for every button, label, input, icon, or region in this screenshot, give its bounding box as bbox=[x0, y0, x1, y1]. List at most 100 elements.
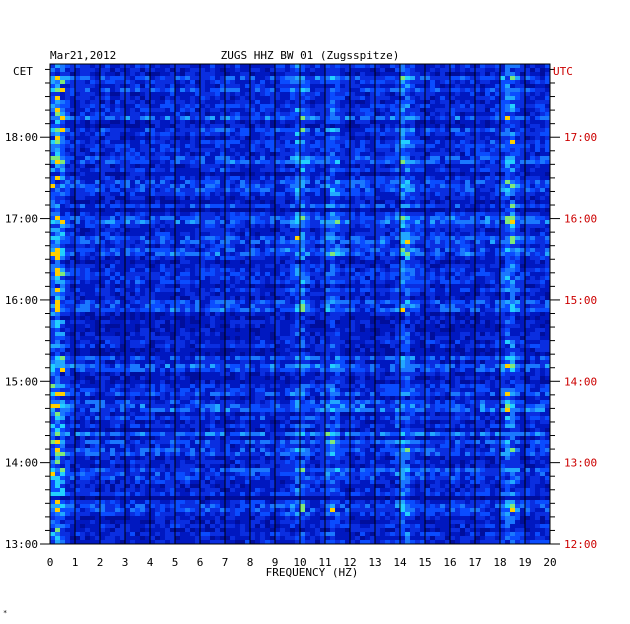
heatmap-cell bbox=[70, 228, 76, 233]
heatmap-cell bbox=[130, 112, 136, 117]
heatmap-cell bbox=[185, 156, 191, 161]
heatmap-cell bbox=[370, 228, 376, 233]
heatmap-cell bbox=[265, 172, 271, 177]
heatmap-cell bbox=[360, 144, 366, 149]
heatmap-cell bbox=[85, 228, 91, 233]
heatmap-cell bbox=[435, 80, 441, 85]
heatmap-cell bbox=[85, 92, 91, 97]
heatmap-cell bbox=[75, 108, 81, 113]
heatmap-cell bbox=[130, 228, 136, 233]
heatmap-cell bbox=[190, 188, 196, 193]
heatmap-cell bbox=[230, 172, 236, 177]
heatmap-cell bbox=[430, 88, 436, 93]
heatmap-cell bbox=[345, 244, 351, 249]
heatmap-cell bbox=[215, 176, 221, 181]
heatmap-cell bbox=[405, 232, 411, 237]
heatmap-cell bbox=[90, 216, 96, 221]
heatmap-cell bbox=[240, 260, 246, 265]
heatmap-cell bbox=[280, 184, 286, 189]
heatmap-cell bbox=[395, 80, 401, 85]
heatmap-cell bbox=[290, 108, 296, 113]
heatmap-cell bbox=[230, 64, 236, 69]
heatmap-cell bbox=[500, 256, 506, 261]
heatmap-cell bbox=[345, 176, 351, 181]
heatmap-cell bbox=[355, 252, 361, 257]
heatmap-cell bbox=[75, 228, 81, 233]
heatmap-cell bbox=[250, 140, 256, 145]
heatmap-cell bbox=[145, 116, 151, 121]
heatmap-cell bbox=[505, 188, 511, 193]
heatmap-cell bbox=[245, 176, 251, 181]
heatmap-cell bbox=[180, 92, 186, 97]
heatmap-cell bbox=[325, 72, 331, 77]
heatmap-cell bbox=[190, 204, 196, 209]
heatmap-cell bbox=[55, 96, 61, 101]
heatmap-cell bbox=[80, 196, 86, 201]
heatmap-cell bbox=[95, 112, 101, 117]
heatmap-cell bbox=[340, 216, 346, 221]
heatmap-cell bbox=[215, 168, 221, 173]
heatmap-cell bbox=[270, 140, 276, 145]
heatmap-cell bbox=[245, 104, 251, 109]
heatmap-cell bbox=[450, 148, 456, 153]
heatmap-cell bbox=[435, 180, 441, 185]
heatmap-cell bbox=[230, 188, 236, 193]
heatmap-cell bbox=[415, 172, 421, 177]
heatmap-cell bbox=[380, 224, 386, 229]
heatmap-cell bbox=[70, 248, 76, 253]
heatmap-cell bbox=[290, 244, 296, 249]
heatmap-cell bbox=[415, 140, 421, 145]
heatmap-cell bbox=[320, 136, 326, 141]
heatmap-cell bbox=[440, 136, 446, 141]
heatmap-cell bbox=[125, 212, 131, 217]
heatmap-cell bbox=[60, 184, 66, 189]
heatmap-cell bbox=[360, 72, 366, 77]
heatmap-cell bbox=[200, 96, 206, 101]
heatmap-cell bbox=[505, 232, 511, 237]
heatmap-cell bbox=[515, 104, 521, 109]
heatmap-cell bbox=[205, 112, 211, 117]
heatmap-cell bbox=[125, 112, 131, 117]
heatmap-cell bbox=[390, 104, 396, 109]
heatmap-cell bbox=[175, 76, 181, 81]
heatmap-cell bbox=[225, 196, 231, 201]
heatmap-cell bbox=[430, 200, 436, 205]
heatmap-cell bbox=[210, 160, 216, 165]
heatmap-cell bbox=[110, 96, 116, 101]
heatmap-cell bbox=[130, 68, 136, 73]
heatmap-cell bbox=[265, 112, 271, 117]
heatmap-cell bbox=[270, 228, 276, 233]
heatmap-cell bbox=[485, 72, 491, 77]
heatmap-cell bbox=[80, 260, 86, 265]
heatmap-cell bbox=[475, 112, 481, 117]
heatmap-cell bbox=[70, 96, 76, 101]
heatmap-cell bbox=[535, 192, 541, 197]
heatmap-cell bbox=[80, 124, 86, 129]
heatmap-cell bbox=[110, 64, 116, 69]
heatmap-cell bbox=[530, 144, 536, 149]
heatmap-cell bbox=[410, 100, 416, 105]
heatmap-cell bbox=[60, 196, 66, 201]
heatmap-cell bbox=[90, 164, 96, 169]
heatmap-cell bbox=[370, 164, 376, 169]
heatmap-cell bbox=[165, 68, 171, 73]
heatmap-cell bbox=[535, 108, 541, 113]
heatmap-cell bbox=[50, 144, 56, 149]
heatmap-cell bbox=[75, 120, 81, 125]
heatmap-cell bbox=[470, 88, 476, 93]
heatmap-cell bbox=[505, 84, 511, 89]
heatmap-cell bbox=[250, 260, 256, 265]
heatmap-cell bbox=[245, 224, 251, 229]
heatmap-cell bbox=[300, 172, 306, 177]
heatmap-cell bbox=[160, 124, 166, 129]
heatmap-cell bbox=[210, 104, 216, 109]
heatmap-cell bbox=[105, 236, 111, 241]
heatmap-cell bbox=[265, 84, 271, 89]
heatmap-cell bbox=[75, 128, 81, 133]
heatmap-cell bbox=[480, 100, 486, 105]
heatmap-cell bbox=[350, 136, 356, 141]
heatmap-cell bbox=[60, 164, 66, 169]
heatmap-cell bbox=[195, 200, 201, 205]
heatmap-cell bbox=[295, 216, 301, 221]
heatmap-cell bbox=[490, 68, 496, 73]
